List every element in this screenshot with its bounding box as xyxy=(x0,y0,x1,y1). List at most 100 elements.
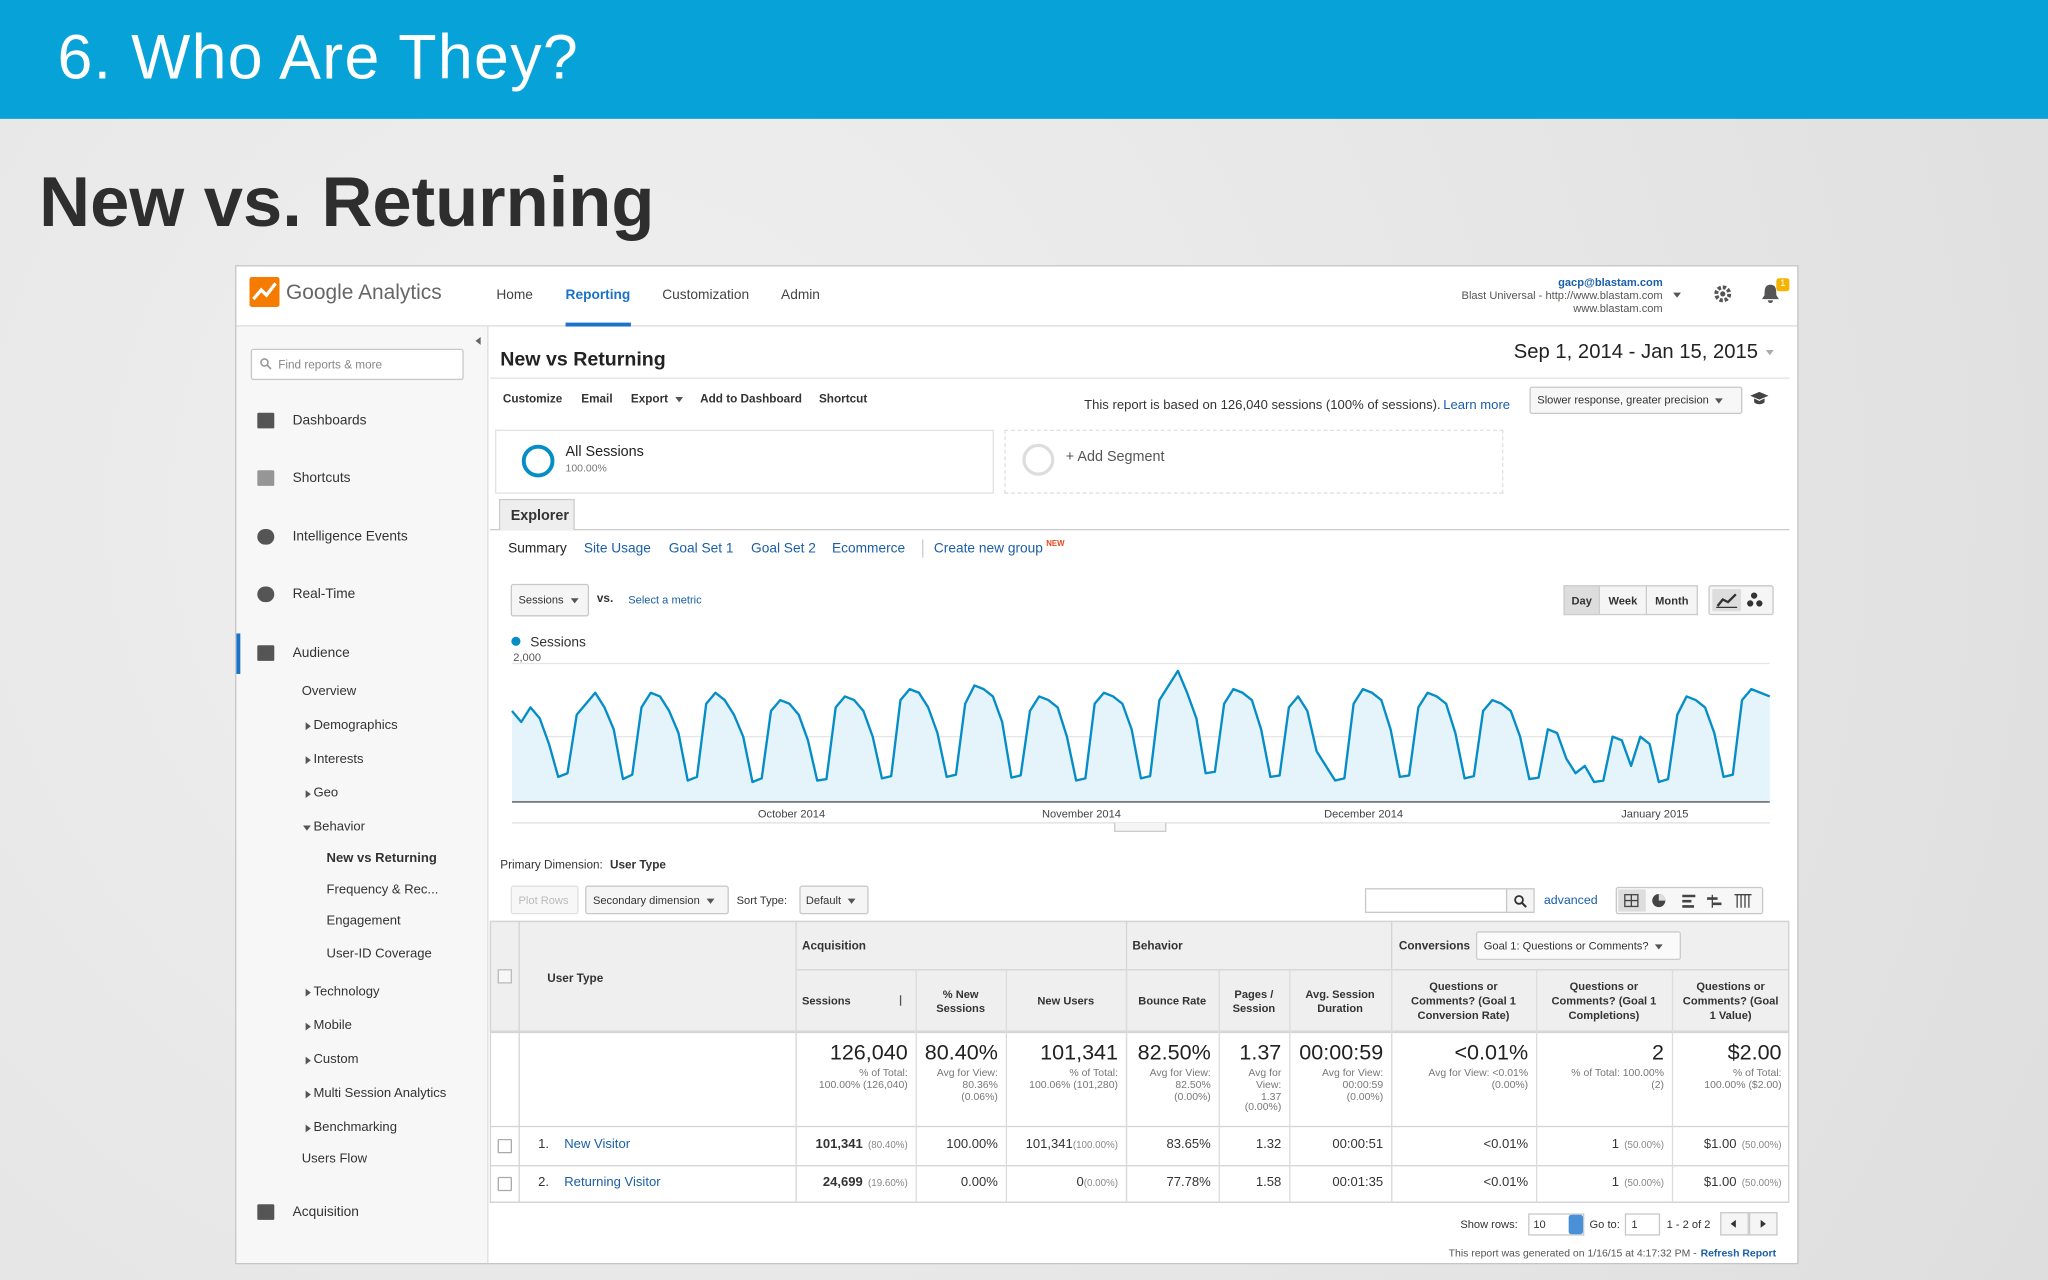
chart-resize-handle[interactable] xyxy=(1114,822,1167,832)
audience-item[interactable]: Technology xyxy=(313,984,380,1000)
row-cell: <0.01% xyxy=(1391,1138,1528,1154)
report-title: New vs Returning xyxy=(500,348,666,371)
total-note: 82.50% xyxy=(1175,1078,1211,1091)
total-note: (0.00%) xyxy=(1491,1078,1529,1091)
toolbar-item[interactable]: Shortcut xyxy=(818,391,868,405)
nav-item[interactable]: Home xyxy=(496,287,533,304)
date-caret[interactable] xyxy=(1765,350,1774,356)
row-rule xyxy=(489,1201,1790,1203)
account-view[interactable]: www.blastam.com xyxy=(1573,301,1663,315)
audience-item[interactable]: Geo xyxy=(313,786,339,801)
column-header[interactable]: Questions or Comments? (Goal 1 Value) xyxy=(1682,979,1779,1022)
subtab[interactable]: Summary xyxy=(508,540,567,557)
advanced-link[interactable]: advanced xyxy=(1543,893,1598,908)
nav-item[interactable]: Reporting xyxy=(565,287,631,304)
table-search[interactable] xyxy=(1364,888,1508,913)
subtab[interactable]: Site Usage xyxy=(583,540,651,557)
total-note: 00:00:59 xyxy=(1342,1078,1384,1091)
create-group[interactable]: Create new group xyxy=(933,540,1043,557)
audience-item[interactable]: Custom xyxy=(313,1052,359,1068)
plot-rows-button[interactable] xyxy=(510,885,579,915)
granularity-button[interactable]: Week xyxy=(1599,585,1648,616)
toolbar-item[interactable]: Add to Dashboard xyxy=(700,391,802,405)
search-box[interactable] xyxy=(250,348,464,381)
column-header[interactable]: Bounce Rate xyxy=(1138,993,1207,1008)
column-header[interactable]: New Users xyxy=(1037,993,1095,1008)
expand-caret xyxy=(305,1090,311,1099)
sidebar-icon xyxy=(257,412,275,429)
sidebar-item[interactable]: Audience xyxy=(292,645,350,661)
notification-icon[interactable] xyxy=(1761,283,1781,304)
audience-active-bar xyxy=(236,633,241,674)
sidebar-item[interactable]: Acquisition xyxy=(292,1204,359,1220)
total-value: 80.40% xyxy=(924,1040,998,1065)
total-value: <0.01% xyxy=(1454,1040,1529,1065)
granularity-button[interactable]: Day xyxy=(1563,585,1600,616)
audience-item[interactable]: Overview xyxy=(301,684,357,699)
toolbar-item[interactable]: Export xyxy=(631,392,683,405)
segment-card[interactable] xyxy=(495,429,994,494)
row-cell: 00:01:35 xyxy=(1289,1175,1383,1191)
audience-item[interactable]: Mobile xyxy=(313,1018,352,1034)
select-metric[interactable]: Select a metric xyxy=(628,592,702,607)
sidebar-item[interactable]: Real-Time xyxy=(292,586,356,603)
total-note: (0.06%) xyxy=(961,1090,998,1102)
add-segment[interactable]: + Add Segment xyxy=(1065,449,1165,465)
add-segment-card[interactable] xyxy=(1004,429,1504,494)
column-header[interactable]: Questions or Comments? (Goal 1 Conversio… xyxy=(1411,979,1516,1022)
ga-logo-icon xyxy=(249,276,280,307)
subtab[interactable]: Goal Set 2 xyxy=(751,540,816,557)
audience-item[interactable]: Demographics xyxy=(313,718,398,733)
sort-text: Default xyxy=(806,895,856,906)
audience-item[interactable]: Engagement xyxy=(326,914,401,929)
subtab[interactable]: Ecommerce xyxy=(831,540,906,557)
row-checkbox[interactable] xyxy=(497,1138,512,1154)
refresh-report[interactable]: Refresh Report xyxy=(1700,1247,1777,1260)
sidebar-item[interactable]: Intelligence Events xyxy=(292,528,408,545)
nav-item[interactable]: Admin xyxy=(781,287,820,304)
audience-item[interactable]: Behavior xyxy=(313,820,366,835)
account-caret[interactable] xyxy=(1673,292,1681,298)
precision-text: Slower response, greater precision xyxy=(1537,394,1723,405)
explorer-tab[interactable]: Explorer xyxy=(498,498,575,531)
column-header[interactable]: Pages / Session xyxy=(1232,986,1276,1015)
audience-item[interactable]: User-ID Coverage xyxy=(326,946,432,962)
audience-item[interactable]: Benchmarking xyxy=(313,1120,397,1136)
total-note: Avg for View: xyxy=(1149,1067,1211,1079)
row-name[interactable]: Returning Visitor xyxy=(564,1174,661,1190)
row-name[interactable]: New Visitor xyxy=(564,1137,631,1152)
cell-value: 00:01:35 xyxy=(1332,1174,1384,1190)
date-range[interactable]: Sep 1, 2014 - Jan 15, 2015 xyxy=(1513,340,1759,364)
column-header[interactable]: Avg. Session Duration xyxy=(1305,986,1375,1015)
nav-item[interactable]: Customization xyxy=(662,287,750,304)
audience-item[interactable]: Users Flow xyxy=(301,1151,368,1167)
goto-input[interactable] xyxy=(1624,1213,1661,1236)
toolbar-item[interactable]: Customize xyxy=(502,391,563,405)
toolbar-item[interactable]: Email xyxy=(581,391,613,405)
cell-share: (100.00%) xyxy=(1072,1138,1119,1151)
audience-item[interactable]: Frequency & Rec... xyxy=(326,882,439,898)
settings-icon[interactable] xyxy=(1714,285,1732,303)
row-checkbox[interactable] xyxy=(497,1176,512,1191)
column-header[interactable]: % New Sessions xyxy=(936,986,986,1015)
audience-item[interactable]: Multi Session Analytics xyxy=(313,1086,447,1102)
secondary-text: Secondary dimension xyxy=(593,895,714,906)
account-property[interactable]: Blast Universal - http://www.blastam.com xyxy=(1461,288,1663,302)
table-search-button[interactable] xyxy=(1505,888,1535,913)
granularity-button[interactable]: Month xyxy=(1647,585,1698,616)
line-icon xyxy=(1716,593,1737,607)
sidebar-item[interactable]: Dashboards xyxy=(292,412,367,429)
x-axis-label: December 2014 xyxy=(1324,809,1403,821)
learn-more[interactable]: Learn more xyxy=(1443,398,1511,413)
column-header[interactable]: Questions or Comments? (Goal 1 Completio… xyxy=(1551,979,1657,1022)
precision-icon[interactable] xyxy=(1749,391,1770,407)
column-header[interactable]: Sessions xyxy=(801,993,851,1008)
audience-item[interactable]: Interests xyxy=(313,752,364,767)
audience-item[interactable]: New vs Returning xyxy=(326,851,437,866)
subtab[interactable]: Goal Set 1 xyxy=(668,540,734,557)
sidebar-item[interactable]: Shortcuts xyxy=(292,470,351,486)
account-email[interactable]: gacp@blastam.com xyxy=(1558,275,1663,289)
sidebar-icon xyxy=(257,1204,275,1220)
sidebar-collapse[interactable] xyxy=(475,336,481,345)
